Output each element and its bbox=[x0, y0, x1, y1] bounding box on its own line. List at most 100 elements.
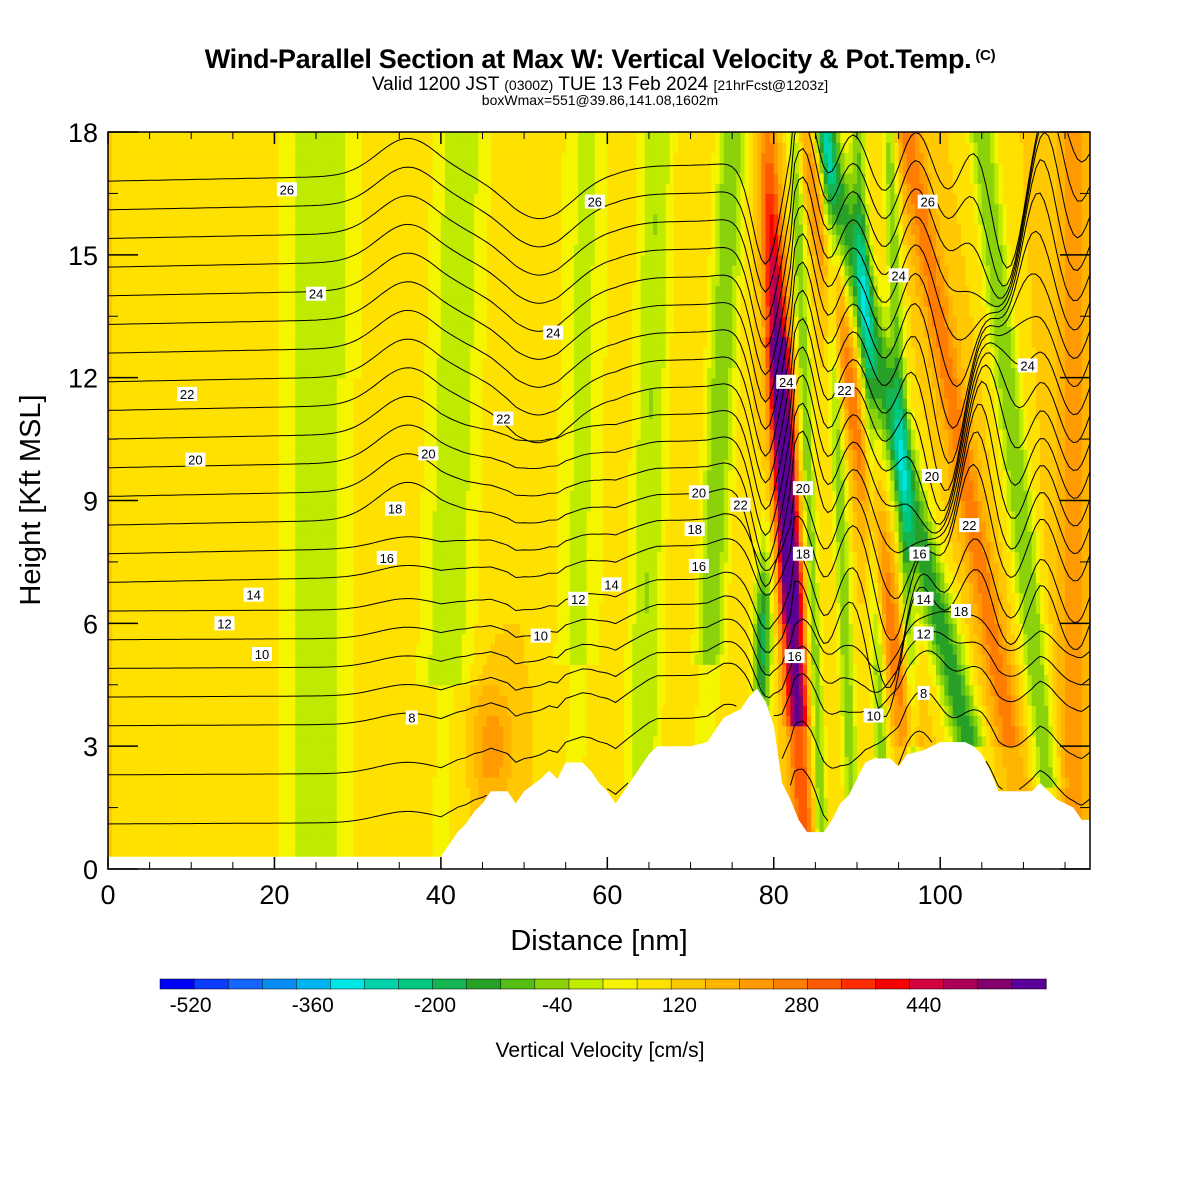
field-cell bbox=[336, 183, 342, 195]
field-cell bbox=[286, 623, 292, 635]
field-cell bbox=[332, 387, 338, 399]
field-cell bbox=[132, 776, 138, 788]
field-cell bbox=[157, 613, 163, 624]
field-cell bbox=[116, 746, 122, 758]
field-cell bbox=[120, 633, 126, 645]
field-cell bbox=[132, 725, 138, 737]
field-cell bbox=[149, 265, 155, 276]
field-cell bbox=[328, 807, 334, 819]
field-cell bbox=[357, 336, 363, 348]
field-cell bbox=[236, 776, 242, 788]
field-cell bbox=[378, 326, 384, 338]
field-cell bbox=[149, 152, 155, 164]
field-cell bbox=[361, 428, 367, 440]
field-cell bbox=[162, 408, 167, 420]
field-cell bbox=[295, 541, 301, 553]
field-cell bbox=[249, 520, 255, 532]
field-cell bbox=[336, 582, 342, 594]
field-cell bbox=[378, 684, 384, 696]
field-cell bbox=[170, 490, 176, 502]
field-cell bbox=[195, 582, 201, 594]
field-cell bbox=[141, 654, 147, 665]
field-cell bbox=[137, 715, 142, 727]
field-cell bbox=[336, 787, 342, 798]
field-cell bbox=[224, 787, 230, 798]
field-cell bbox=[162, 582, 167, 594]
field-cell bbox=[353, 387, 359, 399]
field-cell bbox=[270, 654, 276, 665]
field-cell bbox=[116, 142, 122, 154]
field-cell bbox=[328, 654, 334, 665]
field-cell bbox=[316, 490, 321, 502]
field-cell bbox=[124, 408, 130, 420]
field-cell bbox=[261, 756, 267, 768]
field-cell bbox=[328, 387, 334, 399]
field-cell bbox=[320, 828, 325, 839]
field-cell bbox=[324, 643, 330, 655]
field-cell bbox=[324, 520, 330, 532]
field-cell bbox=[182, 357, 188, 369]
field-cell bbox=[374, 357, 380, 369]
field-cell bbox=[278, 172, 284, 184]
field-cell bbox=[199, 234, 205, 246]
field-cell bbox=[374, 439, 380, 450]
field-cell bbox=[212, 787, 217, 798]
field-cell bbox=[178, 510, 184, 522]
field-cell bbox=[128, 654, 134, 665]
field-cell bbox=[153, 551, 159, 563]
field-cell bbox=[307, 674, 313, 686]
field-cell bbox=[295, 459, 301, 471]
field-cell bbox=[157, 254, 163, 266]
field-cell bbox=[187, 469, 192, 481]
field-cell bbox=[257, 613, 263, 624]
field-cell bbox=[145, 602, 151, 614]
field-cell bbox=[257, 705, 263, 717]
field-cell bbox=[182, 766, 188, 778]
field-cell bbox=[166, 132, 172, 143]
field-cell bbox=[282, 664, 288, 676]
field-cell bbox=[365, 244, 371, 256]
field-cell bbox=[207, 377, 213, 389]
field-cell bbox=[390, 387, 396, 399]
field-cell bbox=[316, 357, 321, 369]
field-cell bbox=[336, 224, 342, 235]
field-cell bbox=[282, 295, 288, 307]
field-cell bbox=[270, 838, 276, 850]
field-cell bbox=[278, 735, 284, 747]
field-cell bbox=[224, 367, 230, 379]
field-cell bbox=[112, 746, 117, 758]
field-cell bbox=[274, 787, 280, 798]
field-cell bbox=[386, 357, 392, 369]
field-cell bbox=[266, 254, 271, 266]
field-cell bbox=[216, 694, 221, 706]
field-cell bbox=[374, 643, 380, 655]
field-cell bbox=[236, 357, 242, 369]
field-cell bbox=[157, 807, 163, 819]
field-cell bbox=[316, 746, 321, 758]
field-cell bbox=[286, 766, 292, 778]
field-cell bbox=[349, 510, 355, 522]
field-cell bbox=[199, 828, 205, 839]
field-cell bbox=[253, 735, 259, 747]
field-cell bbox=[232, 244, 238, 256]
field-cell bbox=[378, 224, 384, 235]
field-cell bbox=[178, 490, 184, 502]
field-cell bbox=[207, 674, 213, 686]
field-cell bbox=[249, 490, 255, 502]
field-cell bbox=[374, 428, 380, 440]
field-cell bbox=[195, 152, 201, 164]
field-cell bbox=[386, 828, 392, 839]
field-cell bbox=[345, 664, 350, 676]
field-cell bbox=[278, 654, 284, 665]
field-cell bbox=[349, 828, 355, 839]
field-cell bbox=[132, 224, 138, 235]
field-cell bbox=[336, 613, 342, 624]
field-cell bbox=[112, 766, 117, 778]
field-cell bbox=[187, 428, 192, 440]
field-cell bbox=[137, 213, 142, 225]
field-cell bbox=[207, 694, 213, 706]
field-cell bbox=[291, 234, 296, 246]
field-cell bbox=[241, 203, 246, 215]
field-cell bbox=[178, 776, 184, 788]
field-cell bbox=[341, 582, 346, 594]
